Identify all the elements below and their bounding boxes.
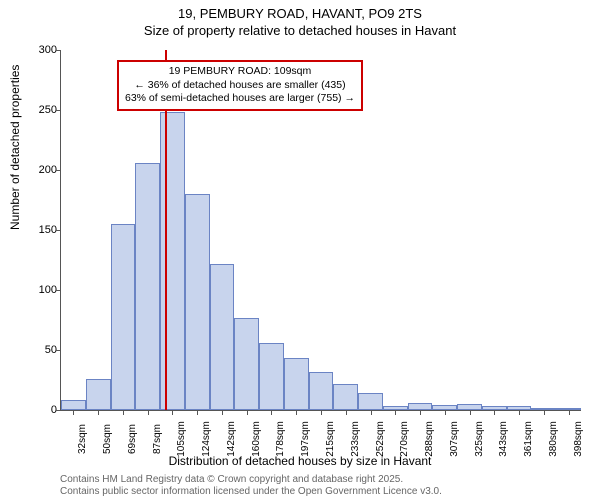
histogram-bar — [333, 384, 358, 410]
x-tick-label: 69sqm — [127, 424, 138, 454]
x-tick-label: 343sqm — [498, 421, 509, 457]
y-tick-label: 100 — [31, 284, 57, 296]
plot-area: 05010015020025030032sqm50sqm69sqm87sqm10… — [60, 50, 581, 411]
y-tick-label: 150 — [31, 224, 57, 236]
histogram-bar — [210, 264, 235, 410]
histogram-bar — [61, 400, 86, 410]
y-tick-label: 300 — [31, 44, 57, 56]
y-tick-label: 250 — [31, 104, 57, 116]
x-tick-label: 105sqm — [176, 421, 187, 457]
x-tick-label: 124sqm — [201, 421, 212, 457]
histogram-bar — [160, 112, 185, 410]
x-tick-label: 380sqm — [548, 421, 559, 457]
histogram-bar — [259, 343, 284, 410]
histogram-bar — [135, 163, 160, 410]
histogram-bar — [309, 372, 334, 410]
y-tick-label: 0 — [31, 404, 57, 416]
x-tick-label: 325sqm — [474, 421, 485, 457]
x-tick-label: 87sqm — [152, 424, 163, 454]
x-tick-label: 307sqm — [449, 421, 460, 457]
attribution-line2: Contains public sector information licen… — [60, 486, 442, 497]
x-tick-label: 197sqm — [300, 421, 311, 457]
x-tick-label: 288sqm — [424, 421, 435, 457]
x-tick-label: 398sqm — [573, 421, 584, 457]
x-tick-label: 233sqm — [350, 421, 361, 457]
x-tick-label: 160sqm — [251, 421, 262, 457]
chart-title: 19, PEMBURY ROAD, HAVANT, PO9 2TS — [0, 0, 600, 21]
x-tick-label: 50sqm — [102, 424, 113, 454]
x-tick-label: 270sqm — [399, 421, 410, 457]
histogram-bar — [234, 318, 259, 410]
chart-subtitle: Size of property relative to detached ho… — [0, 21, 600, 38]
y-tick-label: 50 — [31, 344, 57, 356]
histogram-bar — [185, 194, 210, 410]
histogram-bar — [284, 358, 309, 410]
annotation-line1: 19 PEMBURY ROAD: 109sqm — [125, 65, 355, 79]
x-tick-label: 178sqm — [275, 421, 286, 457]
annotation-line2: ← 36% of detached houses are smaller (43… — [125, 79, 355, 93]
x-tick-label: 361sqm — [523, 421, 534, 457]
x-tick-label: 215sqm — [325, 421, 336, 457]
x-axis-label: Distribution of detached houses by size … — [0, 454, 600, 468]
chart-container: 19, PEMBURY ROAD, HAVANT, PO9 2TS Size o… — [0, 0, 600, 500]
attribution-text: Contains HM Land Registry data © Crown c… — [60, 474, 442, 498]
annotation-box: 19 PEMBURY ROAD: 109sqm← 36% of detached… — [117, 60, 363, 111]
x-tick-label: 252sqm — [375, 421, 386, 457]
x-tick-label: 142sqm — [226, 421, 237, 457]
x-tick-label: 32sqm — [77, 424, 88, 454]
histogram-bar — [358, 393, 383, 410]
y-tick-label: 200 — [31, 164, 57, 176]
annotation-line3: 63% of semi-detached houses are larger (… — [125, 92, 355, 106]
histogram-bar — [408, 403, 433, 410]
attribution-line1: Contains HM Land Registry data © Crown c… — [60, 474, 403, 485]
histogram-bar — [111, 224, 136, 410]
histogram-bar — [86, 379, 111, 410]
y-axis-label: Number of detached properties — [8, 65, 22, 230]
